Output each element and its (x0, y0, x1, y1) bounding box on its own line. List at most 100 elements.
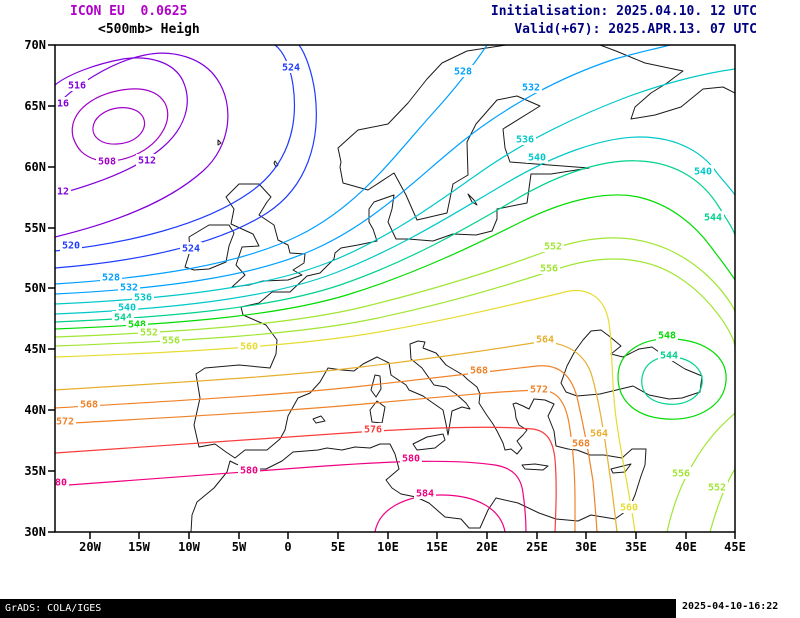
contour-label-box (55, 476, 69, 488)
contour-label: 560 (620, 503, 638, 514)
contour-label: 548 (128, 320, 146, 331)
contour-label-box (526, 151, 548, 163)
lon-label: 45E (724, 540, 746, 554)
contour-line-508 (71, 88, 169, 162)
contour-line-532 (55, 45, 671, 295)
contour-line-516 (55, 52, 229, 238)
lon-label: 10E (377, 540, 399, 554)
contour-label: 80 (55, 478, 67, 489)
contour-label-box (160, 334, 182, 346)
contour-line-536 (55, 68, 735, 305)
contour-label: 540 (118, 303, 136, 314)
contour-label-box (100, 271, 122, 283)
contour-label-box (570, 437, 592, 449)
contour-line-548 (617, 338, 727, 420)
lat-label: 65N (24, 99, 46, 113)
coastline-path (184, 224, 235, 271)
contour-line-556 (666, 412, 735, 532)
contour-label-box (78, 398, 100, 410)
init-time-label: Initialisation: 2025.04.10. 12 UTC (490, 4, 757, 19)
contour-label-box (132, 291, 154, 303)
contour-label: 512 (138, 156, 156, 167)
contour-line-568 (55, 365, 598, 532)
contour-line-552 (55, 237, 735, 338)
contour-label: 516 (68, 81, 86, 92)
contour-label: 548 (658, 331, 676, 342)
lat-label: 30N (24, 525, 46, 539)
grads-label: GrADS: COLA/IGES (5, 603, 102, 614)
coastline-path (225, 183, 306, 288)
render-timestamp: 2025-04-10-16:22 (682, 601, 779, 612)
contour-label-box (452, 65, 474, 77)
lat-label: 55N (24, 221, 46, 235)
contour-label: 552 (544, 242, 562, 253)
contour-label-box (706, 481, 728, 493)
contour-label-box (702, 211, 724, 223)
contour-label-box (362, 423, 384, 435)
contour-label-box (116, 301, 138, 313)
lon-label: 40E (675, 540, 697, 554)
contour-label-box (670, 467, 692, 479)
contour-label: 508 (98, 157, 116, 168)
contour-line-584 (374, 494, 506, 532)
contour-label-box (66, 79, 88, 91)
contour-label: 556 (162, 336, 180, 347)
map-frame (54, 44, 736, 533)
contour-label: 532 (120, 283, 138, 294)
contour-label-box (55, 185, 71, 197)
field-title: <500mb> Heigh (98, 22, 200, 37)
coastline-path (369, 400, 386, 424)
lon-label: 15E (426, 540, 448, 554)
contour-line-564 (55, 341, 618, 532)
lon-label: 5E (331, 540, 345, 554)
contour-label-box (60, 239, 82, 251)
lat-label: 70N (24, 38, 46, 52)
lon-label: 25E (526, 540, 548, 554)
contour-label: 520 (62, 241, 80, 252)
contour-label: 544 (114, 313, 132, 324)
contour-line-528 (55, 45, 488, 285)
lon-label: 35E (625, 540, 647, 554)
valid-time-label: Valid(+67): 2025.APR.13. 07 UTC (514, 22, 757, 37)
contour-label: 564 (590, 429, 608, 440)
contour-label: 524 (182, 244, 200, 255)
contour-line-544 (55, 160, 735, 323)
contour-label-box (238, 464, 260, 476)
contour-line-552 (709, 468, 735, 532)
contour-label: 544 (660, 351, 678, 362)
coastline-path (312, 415, 326, 424)
contour-label-box (55, 97, 71, 109)
contour-label: 556 (540, 264, 558, 275)
contour-label-box (238, 340, 260, 352)
contour-line-560 (55, 289, 636, 532)
contour-line-524 (55, 45, 317, 269)
contour-label-box (468, 364, 490, 376)
contour-label-box (618, 501, 640, 513)
contour-line-544 (641, 356, 703, 405)
lat-label: 60N (24, 160, 46, 174)
contour-label: 552 (708, 483, 726, 494)
contour-label: 540 (528, 153, 546, 164)
contour-label: 556 (672, 469, 690, 480)
contour-label-box (520, 81, 542, 93)
contour-line-576 (55, 426, 557, 532)
lon-label: 20W (79, 540, 101, 554)
contour-label-box (692, 165, 714, 177)
coastline-path (467, 193, 478, 206)
contour-label: 572 (56, 417, 74, 428)
contour-label-box (534, 333, 556, 345)
lon-label: 20E (476, 540, 498, 554)
contour-label: 528 (102, 273, 120, 284)
contour-label: 580 (240, 466, 258, 477)
model-title: ICON EU 0.0625 (70, 4, 188, 19)
lon-label: 0 (284, 540, 291, 554)
contour-label: 568 (572, 439, 590, 450)
contour-label-box (180, 242, 202, 254)
coastline-path (560, 329, 703, 400)
contour-label: 524 (282, 63, 300, 74)
contour-label-box (514, 133, 536, 145)
contour-label: 16 (57, 99, 69, 110)
map-canvas: 508 512 12 516 16 520 524 524 528 528 532 532 536 536… (24, 38, 746, 554)
coastline-path (599, 45, 735, 120)
contour-line-580 (55, 460, 527, 532)
